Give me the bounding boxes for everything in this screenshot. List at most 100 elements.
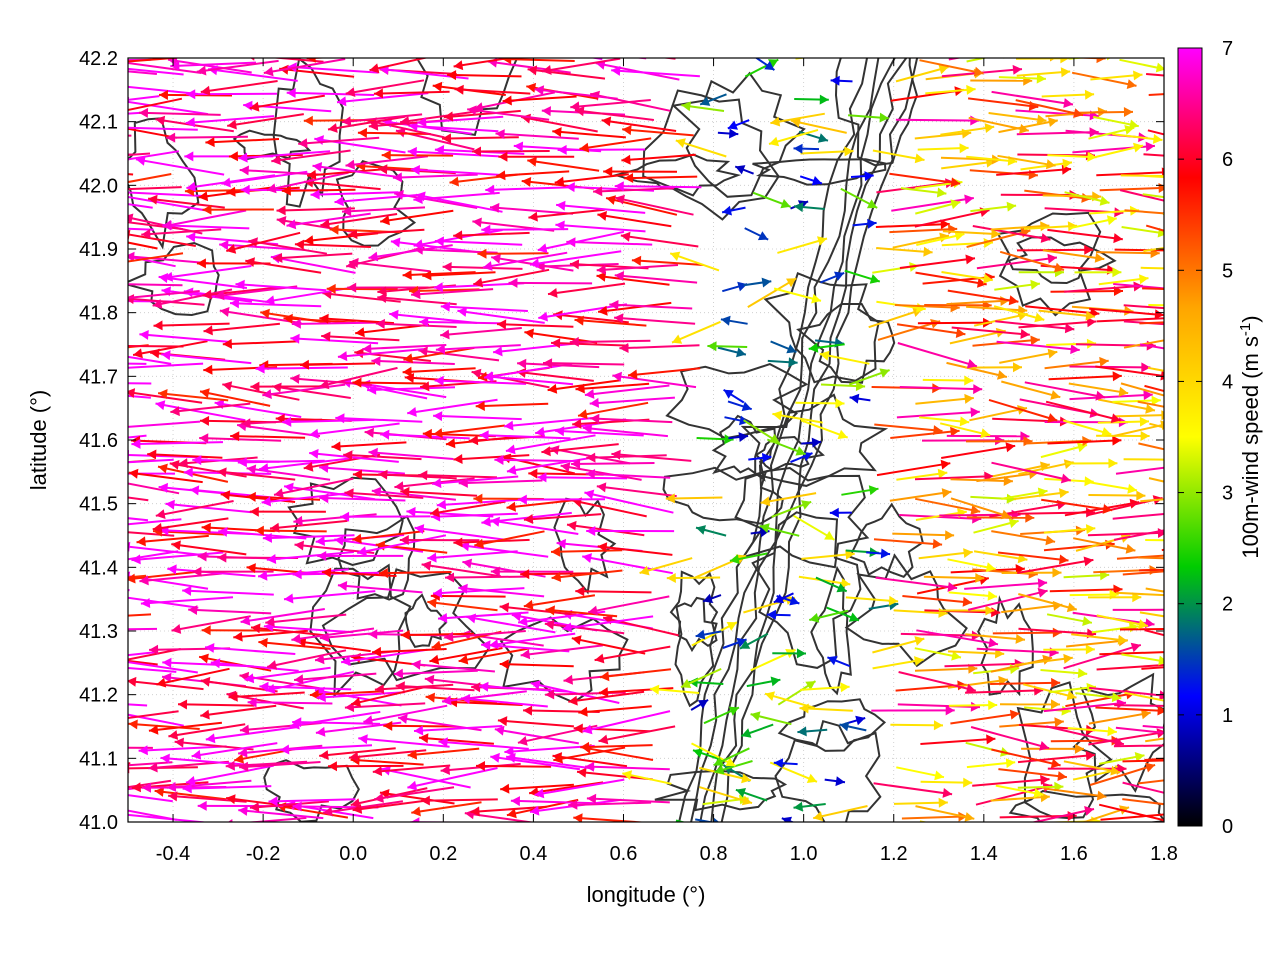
wind-vector: [872, 656, 924, 670]
wind-vector: [1142, 725, 1164, 729]
wind-vector: [1069, 390, 1153, 401]
wind-vector: [490, 752, 581, 771]
x-tick-label: -0.2: [246, 843, 280, 865]
wind-vector: [437, 611, 529, 623]
wind-vector: [331, 441, 407, 452]
wind-vector: [569, 336, 651, 347]
wind-vector: [420, 795, 498, 806]
wind-vector: [317, 551, 404, 561]
wind-vector: [1122, 759, 1164, 763]
wind-vector: [1045, 400, 1121, 424]
wind-vector: [1148, 477, 1164, 483]
wind-vector: [200, 676, 278, 693]
wind-vector: [575, 586, 652, 597]
wind-vector: [128, 67, 184, 76]
wind-vector: [319, 629, 404, 643]
wind-vector: [1114, 704, 1164, 707]
wind-vector: [411, 801, 482, 817]
wind-vector: [219, 307, 302, 325]
wind-vector: [378, 469, 457, 480]
wind-vector: [999, 699, 1061, 710]
wind-vector: [1122, 570, 1164, 576]
wind-vector: [244, 666, 331, 684]
contour-line: [699, 58, 896, 822]
wind-vector: [37, 206, 126, 216]
wind-vector: [1145, 224, 1164, 232]
wind-vector: [498, 151, 575, 162]
wind-vector: [1017, 556, 1094, 574]
wind-vector: [620, 231, 699, 248]
wind-vector: [200, 704, 277, 720]
wind-vector: [991, 461, 1072, 484]
wind-vector: [940, 123, 995, 136]
wind-vector: [128, 73, 129, 76]
wind-vector: [319, 493, 406, 504]
wind-vector: [1120, 382, 1164, 397]
wind-vector: [717, 128, 739, 139]
wind-vector: [47, 783, 124, 793]
wind-vector: [433, 411, 522, 422]
wind-vector: [249, 800, 329, 813]
colorbar-tick-label: 6: [1222, 149, 1233, 171]
wind-vector: [597, 301, 672, 316]
wind-vector: [306, 168, 383, 180]
wind-vector: [948, 700, 998, 711]
wind-vector: [994, 279, 1041, 291]
wind-vector: [202, 204, 274, 215]
wind-vector: [919, 416, 970, 427]
wind-vector: [158, 90, 233, 100]
wind-vector: [1143, 153, 1164, 157]
x-tick-label: 0.2: [429, 843, 457, 865]
wind-vector: [916, 231, 965, 246]
wind-vector: [760, 492, 817, 507]
wind-vector: [227, 816, 307, 822]
wind-vector: [556, 200, 646, 214]
wind-vector: [799, 703, 853, 714]
wind-vector: [609, 300, 693, 310]
wind-vector: [585, 469, 671, 479]
colorbar-title-main: 100m-wind speed (m s: [1238, 336, 1263, 559]
wind-vector: [916, 629, 999, 648]
wind-vector: [171, 824, 250, 836]
wind-vector: [717, 346, 747, 358]
wind-vector: [408, 121, 499, 133]
wind-vector: [128, 252, 184, 263]
wind-vector: [418, 470, 498, 481]
wind-vector: [529, 250, 622, 269]
wind-vector: [439, 826, 522, 842]
wind-vector: [283, 482, 376, 501]
x-axis-title: longitude (°): [587, 882, 706, 907]
wind-vector: [551, 569, 623, 582]
wind-vector: [1139, 611, 1164, 618]
wind-vector: [372, 764, 451, 777]
wind-vector: [374, 786, 455, 803]
wind-vector: [899, 384, 983, 395]
wind-vector: [1141, 666, 1164, 670]
wind-vector: [337, 348, 424, 362]
wind-vector: [470, 805, 547, 817]
wind-vector: [458, 647, 531, 665]
wind-vector: [128, 85, 199, 95]
wind-vector: [384, 41, 469, 55]
wind-vector: [876, 459, 951, 477]
wind-vector: [140, 596, 234, 608]
wind-vector: [263, 58, 346, 77]
wind-vector: [249, 94, 325, 112]
wind-vector: [923, 573, 985, 583]
wind-vector: [298, 136, 380, 149]
wind-vector: [1097, 416, 1150, 427]
wind-vector: [1021, 743, 1085, 754]
wind-vector: [128, 518, 182, 526]
wind-vector: [622, 770, 672, 785]
wind-vector: [722, 637, 747, 649]
y-tick-label: 41.7: [79, 366, 118, 388]
wind-vector: [1041, 498, 1113, 514]
wind-vector: [752, 191, 791, 209]
wind-vector: [915, 497, 981, 515]
wind-vector: [723, 388, 745, 404]
wind-vector: [128, 227, 154, 231]
wind-vector: [580, 741, 653, 752]
wind-vector: [948, 590, 998, 601]
wind-vector: [998, 73, 1046, 84]
wind-vector: [800, 682, 850, 693]
